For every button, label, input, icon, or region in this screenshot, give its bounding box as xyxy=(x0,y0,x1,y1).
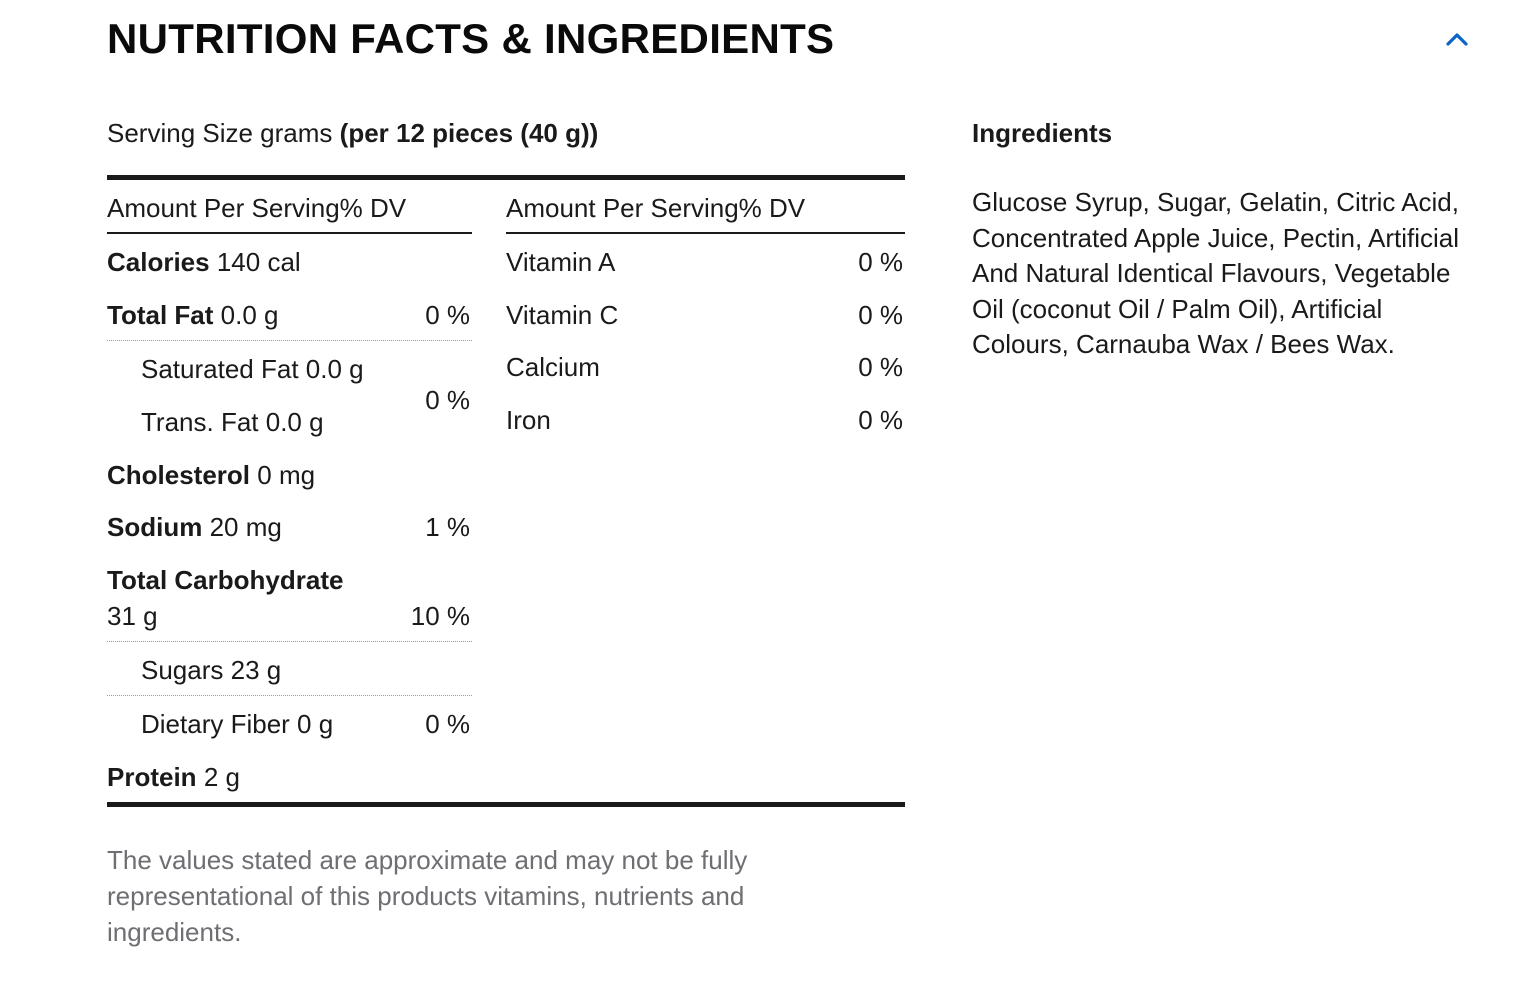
total-carbohydrate-dv: 10 % xyxy=(410,601,470,631)
trans-fat-row: Trans. Fat 0.0 g xyxy=(141,407,324,437)
sugars-row: Sugars 23 g xyxy=(141,655,282,685)
table-bottom-rule xyxy=(107,802,905,807)
sodium-dv: 1 % xyxy=(425,512,470,542)
vitamin-a-label: Vitamin A xyxy=(506,247,616,277)
cholesterol-row: Cholesterol 0 mg xyxy=(107,458,315,492)
calories-amount: 140 cal xyxy=(216,247,301,277)
section-header[interactable]: NUTRITION FACTS & INGREDIENTS xyxy=(107,14,1487,64)
serving-size-value: (per 12 pieces (40 g)) xyxy=(339,118,599,148)
cholesterol-label: Cholesterol xyxy=(107,460,251,490)
saturated-fat-row: Saturated Fat 0.0 g xyxy=(141,354,364,384)
vitamin-c-dv: 0 % xyxy=(858,300,903,330)
total-fat-row: Total Fat 0.0 g xyxy=(107,298,278,332)
sat-trans-fat-dv: 0 % xyxy=(425,385,470,415)
serving-size-label: Serving Size grams xyxy=(107,118,333,148)
cholesterol-amount: 0 mg xyxy=(257,460,316,490)
ingredients-text: Glucose Syrup, Sugar, Gelatin, Citric Ac… xyxy=(972,187,1460,359)
calories-row: Calories 140 cal xyxy=(107,245,301,279)
total-fat-dv: 0 % xyxy=(425,300,470,330)
vitamins-header-rule xyxy=(506,232,905,234)
calcium-label: Calcium xyxy=(506,352,600,382)
iron-dv: 0 % xyxy=(858,405,903,435)
calories-label: Calories xyxy=(107,247,210,277)
ingredients-title: Ingredients xyxy=(972,118,1113,148)
table-top-rule xyxy=(107,175,905,180)
divider xyxy=(107,641,472,642)
total-carbohydrate-label-row: Total Carbohydrate xyxy=(107,563,343,597)
protein-amount: 2 g xyxy=(203,762,240,792)
vitamin-a-dv: 0 % xyxy=(858,247,903,277)
divider xyxy=(107,340,472,341)
dietary-fiber-row: Dietary Fiber 0 g xyxy=(141,709,334,739)
total-carbohydrate-label: Total Carbohydrate xyxy=(107,565,344,595)
total-fat-label: Total Fat xyxy=(107,300,214,330)
total-fat-amount: 0.0 g xyxy=(220,300,279,330)
serving-size: Serving Size grams (per 12 pieces (40 g)… xyxy=(107,116,598,150)
sodium-amount: 20 mg xyxy=(209,512,282,542)
divider xyxy=(107,695,472,696)
total-carbohydrate-amount: 31 g xyxy=(107,601,158,631)
vitamin-c-label: Vitamin C xyxy=(506,300,619,330)
vitamins-column-header: Amount Per Serving% DV xyxy=(506,193,806,223)
protein-label: Protein xyxy=(107,762,197,792)
nutrition-column-header: Amount Per Serving% DV xyxy=(107,193,407,223)
iron-label: Iron xyxy=(506,405,551,435)
disclaimer-text: The values stated are approximate and ma… xyxy=(107,845,748,947)
calcium-dv: 0 % xyxy=(858,352,903,382)
nutrition-header-rule xyxy=(107,232,472,234)
sodium-label: Sodium xyxy=(107,512,203,542)
dietary-fiber-dv: 0 % xyxy=(425,709,470,739)
sodium-row: Sodium 20 mg xyxy=(107,510,282,544)
protein-row: Protein 2 g xyxy=(107,760,240,794)
section-title: NUTRITION FACTS & INGREDIENTS xyxy=(107,15,835,62)
chevron-up-icon[interactable] xyxy=(1437,20,1477,60)
